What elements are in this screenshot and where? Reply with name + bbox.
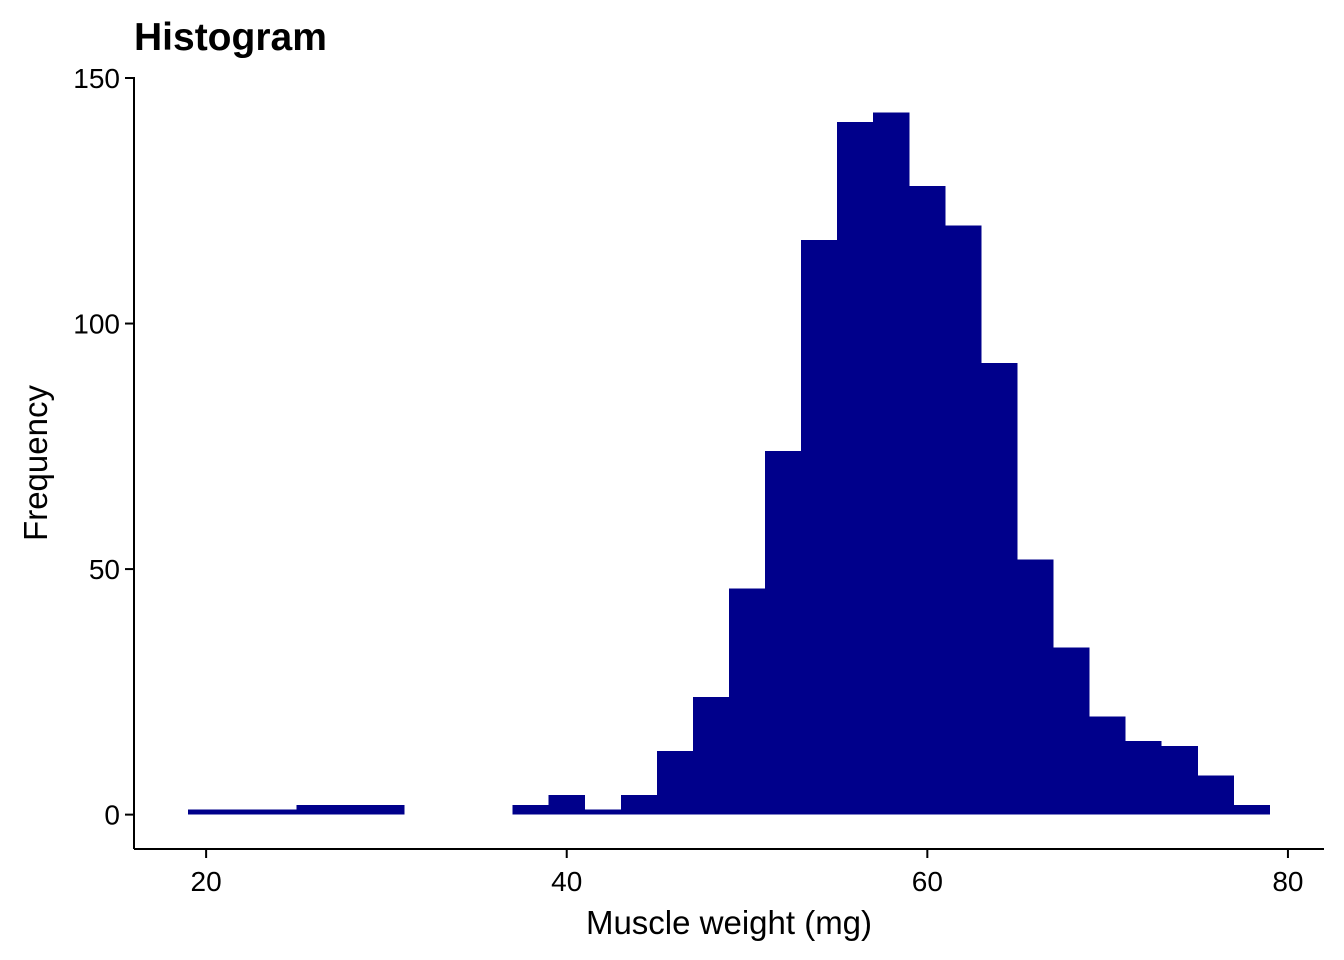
histogram-bar bbox=[620, 794, 657, 815]
histogram-bar bbox=[188, 809, 225, 815]
histogram-bar bbox=[1125, 740, 1162, 815]
x-tick-label: 40 bbox=[551, 866, 582, 897]
chart-title: Histogram bbox=[134, 16, 327, 59]
bars-group bbox=[188, 112, 1270, 815]
x-tick-label: 20 bbox=[191, 866, 222, 897]
histogram-bar bbox=[1161, 745, 1198, 815]
histogram-bar bbox=[801, 240, 838, 815]
histogram-bar bbox=[224, 809, 261, 815]
histogram-bar bbox=[729, 588, 766, 815]
histogram-bar bbox=[1089, 716, 1126, 815]
histogram-bar bbox=[765, 451, 802, 815]
y-tick-label: 50 bbox=[89, 554, 120, 585]
histogram-bar bbox=[548, 794, 585, 815]
histogram-bar bbox=[260, 809, 297, 815]
x-tick-label: 80 bbox=[1272, 866, 1303, 897]
histogram-bar bbox=[1197, 775, 1234, 815]
histogram-bar bbox=[837, 122, 874, 815]
histogram-bar bbox=[692, 696, 729, 815]
histogram-bar bbox=[909, 186, 946, 815]
y-tick-label: 0 bbox=[104, 800, 120, 831]
histogram-bar bbox=[1233, 804, 1270, 815]
y-tick-label: 100 bbox=[73, 309, 120, 340]
x-axis-label: Muscle weight (mg) bbox=[586, 904, 872, 941]
histogram-bar bbox=[512, 804, 549, 815]
x-axis-ticks: 20 40 60 80 bbox=[191, 849, 1304, 897]
y-axis-ticks: 0 50 100 150 bbox=[73, 63, 134, 831]
histogram-bar bbox=[1053, 647, 1090, 815]
x-tick-label: 60 bbox=[912, 866, 943, 897]
histogram-bar bbox=[332, 804, 369, 815]
histogram-bar bbox=[656, 750, 693, 815]
histogram-bar bbox=[368, 804, 405, 815]
y-tick-label: 150 bbox=[73, 63, 120, 94]
y-axis-label: Frequency bbox=[17, 385, 54, 541]
histogram-bar bbox=[296, 804, 333, 815]
histogram-bar bbox=[1017, 559, 1054, 815]
histogram-bar bbox=[584, 809, 621, 815]
histogram-bar bbox=[981, 362, 1018, 815]
histogram-bar bbox=[873, 112, 910, 815]
histogram-bar bbox=[945, 225, 982, 815]
